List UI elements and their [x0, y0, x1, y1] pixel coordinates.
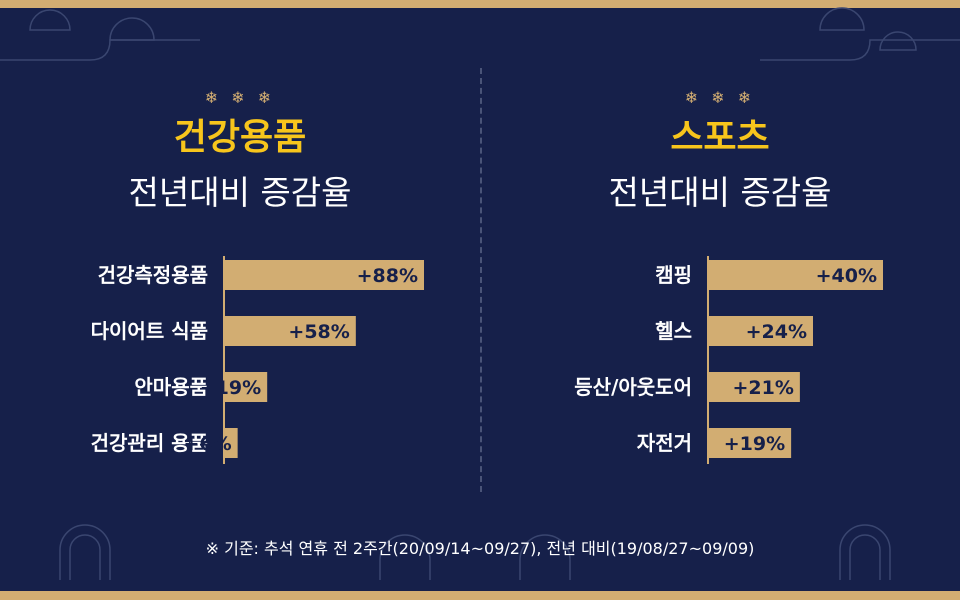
category-label: 다이어트 식품	[91, 319, 208, 343]
panel-subtitle: 전년대비 증감율	[128, 173, 352, 212]
bar	[224, 428, 238, 458]
health-panel: ❄ ❄ ❄ 건강용품 전년대비 증감율	[0, 80, 480, 480]
bar	[708, 428, 792, 458]
category-label: 등산/아웃도어	[574, 375, 692, 399]
snowflake-ornament-icon: ❄ ❄ ❄	[204, 88, 276, 107]
chart-1: 캠핑 +40% 헬스 +24% 등산/아웃도어 +21% 자전거 +19%	[574, 256, 883, 464]
bar	[708, 260, 883, 290]
bar	[224, 316, 356, 346]
category-label: 헬스	[655, 319, 692, 343]
sports-panel: ❄ ❄ ❄ 스포츠 전년대비 증감율	[480, 80, 960, 480]
value-label: +40%	[816, 265, 877, 287]
snowflake-ornament-icon: ❄ ❄ ❄	[684, 88, 756, 107]
value-label: +58%	[288, 321, 349, 343]
category-label: 캠핑	[655, 263, 692, 287]
category-label: 건강관리 용품	[91, 431, 208, 455]
value-label: +19%	[200, 377, 261, 399]
bar	[708, 372, 800, 402]
panel-title: 건강용품	[173, 117, 307, 158]
panel-subtitle: 전년대비 증감율	[608, 173, 832, 212]
bar	[224, 260, 424, 290]
top-border	[0, 0, 960, 8]
category-label: 자전거	[637, 431, 692, 455]
value-label: +21%	[732, 377, 793, 399]
category-label: 안마용품	[134, 375, 208, 399]
bottom-border	[0, 591, 960, 600]
value-label: +24%	[746, 321, 807, 343]
bar	[224, 372, 268, 402]
value-label: +6%	[183, 433, 231, 455]
category-label: 건강측정용품	[98, 263, 208, 287]
panel-title: 스포츠	[670, 117, 770, 158]
chart-0: 건강측정용품 +88% 다이어트 식품 +58% 안마용품+19% 건강관리 용품+6%	[91, 256, 424, 464]
bar	[708, 316, 813, 346]
value-label: +19%	[724, 433, 785, 455]
value-label: +88%	[357, 265, 418, 287]
panel-divider	[480, 68, 482, 492]
footnote: ※ 기준: 추석 연휴 전 2주간(20/09/14~09/27), 전년 대비…	[205, 539, 755, 558]
